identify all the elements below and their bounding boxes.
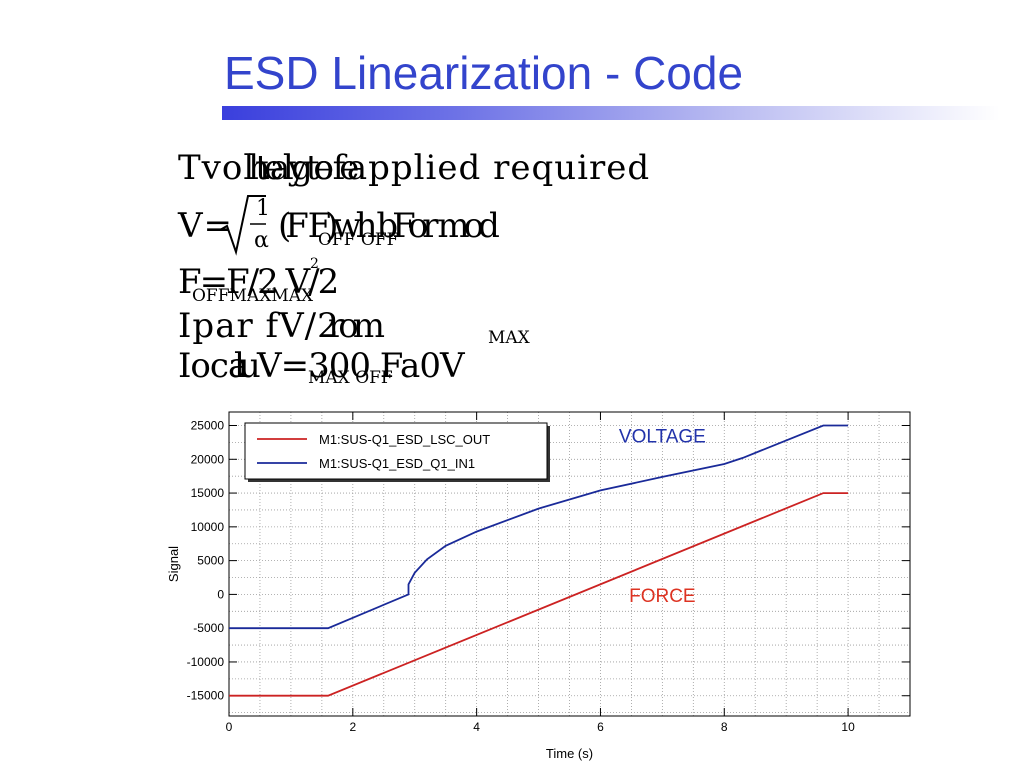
series-line-2 [229, 424, 849, 630]
x-tick-label: 8 [721, 720, 728, 734]
formula-superscript: 2 [310, 256, 319, 272]
x-tick-label: 6 [597, 720, 604, 734]
x-axis-label: Time (s) [546, 746, 593, 761]
formula-numerator: 1 [256, 196, 270, 221]
formula-line-5-overlap: lu [234, 346, 261, 386]
formula-line-5-subscript: MAX OFF [308, 368, 393, 388]
formula-line-1-overlap: he ly to fe [248, 148, 359, 188]
y-tick-label: -15000 [187, 689, 225, 703]
x-tick-label: 2 [349, 720, 356, 734]
annotation-force: FORCE [629, 586, 696, 607]
formula-line-4-subscript: MAX [488, 328, 530, 348]
y-tick-label: 0 [217, 587, 224, 601]
y-tick-label: 25000 [191, 419, 225, 433]
legend-box [244, 422, 548, 480]
y-tick-label: 20000 [191, 452, 225, 466]
formula-denominator: α [254, 228, 269, 253]
y-tick-label: -5000 [193, 621, 224, 635]
title-underline-bar [222, 106, 1000, 120]
formula-line-4-overlap: rom [328, 306, 385, 346]
y-tick-label: 10000 [191, 520, 225, 534]
slide-title: ESD Linearization - Code [224, 47, 744, 99]
formula-line-5: Ioca V=300 Fa0V [178, 346, 465, 386]
y-tick-label: 5000 [197, 554, 224, 568]
formula-line-3: F=F/2 V/2 [178, 262, 339, 302]
x-tick-label: 4 [473, 720, 480, 734]
formula-line-2-overlap: (F F)wh bFor mod [278, 206, 500, 246]
formula-line-2-subscript: OFF OFF [318, 230, 399, 250]
x-tick-label: 10 [841, 720, 855, 734]
legend-label-1: M1:SUS-Q1_ESD_LSC_OUT [319, 432, 490, 447]
formula-line-2: V= [178, 206, 234, 246]
y-tick-label: -10000 [187, 655, 225, 669]
plot-frame [228, 411, 911, 717]
x-tick-label: 0 [226, 720, 233, 734]
formula-line-1: Tvoltage applied required [178, 148, 651, 188]
legend-label-2: M1:SUS-Q1_ESD_Q1_IN1 [319, 456, 475, 471]
series-line-1 [229, 492, 849, 697]
line-chart: 0 2 4 6 8 10 -15000 -10000 -5000 0 5000 10000 15000 2… [166, 411, 911, 761]
sqrt-radical-icon [219, 195, 266, 256]
y-tick-label: 15000 [191, 486, 225, 500]
formula-line-3-subscript: OFFMAXMAX [192, 286, 314, 306]
y-axis-label: Signal [166, 546, 181, 582]
chart-container: 0 2 4 6 8 10 -15000 -10000 -5000 0 5000 10000 15000 2… [160, 400, 930, 768]
annotation-voltage: VOLTAGE [619, 426, 706, 447]
formula-text-block: Tvoltage applied required he ly to fe V=… [178, 148, 958, 388]
formula-line-4: Ipar fV/2 [178, 306, 340, 346]
